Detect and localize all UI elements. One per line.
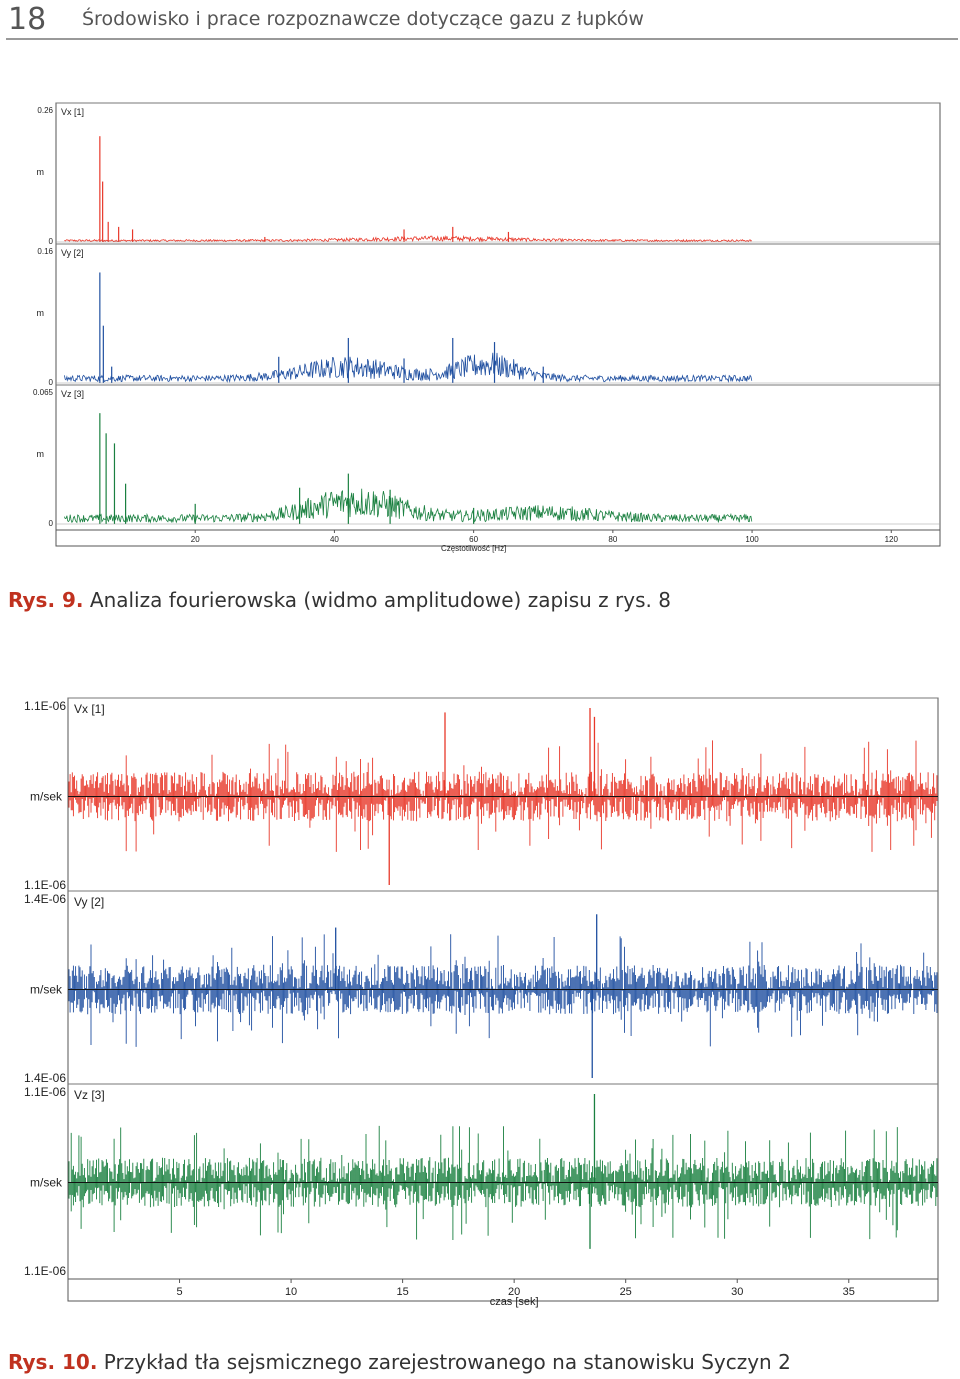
unit-label: m/sek (30, 790, 63, 804)
panel-top-label: 1.1E-06 (24, 699, 66, 713)
figure-10-label: Rys. 10. (8, 1350, 98, 1374)
x-axis: 20 40 60 80 100 120 Częstotliwość [Hz] (56, 529, 940, 553)
spectrum-panel-1: 0.26 Vx [1] m 0 (37, 102, 940, 246)
series-name: Vz [3] (74, 1088, 105, 1102)
figure-9-caption: Rys. 9. Analiza fourierowska (widmo ampl… (8, 588, 671, 612)
page-header: 18 Środowisko i prace rozpoznawcze dotyc… (0, 0, 960, 42)
spectrum-line (64, 234, 753, 243)
spectrum-panel-3: 0.065 Vz [3] m 0 (33, 384, 940, 528)
header-rule (6, 38, 958, 40)
trace-line (68, 934, 938, 1047)
x-tick-label: 100 (745, 535, 759, 544)
panel-bottom-label: 0 (49, 237, 54, 246)
spectrum-line (64, 352, 753, 384)
unit-label: m/sek (30, 1176, 63, 1190)
x-axis-title: czas [sek] (490, 1296, 539, 1308)
series-name: Vx [1] (74, 702, 105, 716)
x-tick-label: 40 (330, 535, 339, 544)
x-tick-label: 60 (469, 535, 478, 544)
series-name: Vx [1] (61, 107, 84, 117)
spectrum-panel-2: 0.16 Vy [2] m 0 (37, 243, 940, 387)
trace-panel-3: 1.1E-06 Vz [3] m/sek 1.1E-06 (24, 1083, 938, 1278)
series-name: Vz [3] (61, 389, 84, 399)
panel-top-label: 0.065 (33, 388, 54, 397)
panel-top-label: 1.1E-06 (24, 1085, 66, 1099)
x-tick-label: 10 (285, 1286, 297, 1298)
x-tick-label: 35 (843, 1286, 855, 1298)
unit-label: m/sek (30, 983, 63, 997)
unit-label: m (37, 167, 45, 177)
x-tick-label: 15 (396, 1286, 408, 1298)
x-tick-label: 5 (176, 1286, 182, 1298)
spectrum-line (64, 488, 753, 524)
unit-label: m (37, 308, 45, 318)
panel-bottom-label: 1.1E-06 (24, 1264, 66, 1278)
figure-10-caption: Rys. 10. Przykład tła sejsmicznego zarej… (8, 1350, 791, 1374)
x-tick-label: 25 (620, 1286, 632, 1298)
panel-bottom-label: 0 (49, 378, 54, 387)
running-title: Środowisko i prace rozpoznawcze dotycząc… (82, 8, 644, 30)
figure-9-text: Analiza fourierowska (widmo amplitudowe)… (89, 588, 671, 612)
panel-bottom-label: 0 (49, 519, 54, 528)
x-tick-label: 20 (508, 1286, 520, 1298)
x-tick-label: 80 (608, 535, 617, 544)
page-number: 18 (8, 2, 47, 37)
series-name: Vy [2] (61, 248, 84, 258)
panel-top-label: 0.26 (37, 106, 53, 115)
spectrum-frame (55, 102, 941, 547)
figure-9-label: Rys. 9. (8, 588, 84, 612)
figure-10-text: Przykład tła sejsmicznego zarejestrowane… (103, 1350, 791, 1374)
panel-top-label: 0.16 (37, 247, 53, 256)
panel-top-label: 1.4E-06 (24, 892, 66, 906)
x-tick-label: 120 (885, 535, 899, 544)
series-name: Vy [2] (74, 895, 104, 909)
trace-panel-2: 1.4E-06 Vy [2] m/sek 1.4E-06 (24, 890, 938, 1085)
x-tick-label: 30 (731, 1286, 743, 1298)
trace-line (68, 1125, 938, 1240)
x-axis: 5 10 15 20 25 30 35 czas [sek] (68, 1278, 938, 1308)
trace-panel-1: 1.1E-06 Vx [1] m/sek 1.1E-06 (24, 697, 938, 892)
x-tick-label: 20 (191, 535, 200, 544)
x-axis-title: Częstotliwość [Hz] (441, 544, 506, 553)
unit-label: m (37, 449, 45, 459)
panel-bottom-label: 1.4E-06 (24, 1071, 66, 1085)
panel-bottom-label: 1.1E-06 (24, 878, 66, 892)
